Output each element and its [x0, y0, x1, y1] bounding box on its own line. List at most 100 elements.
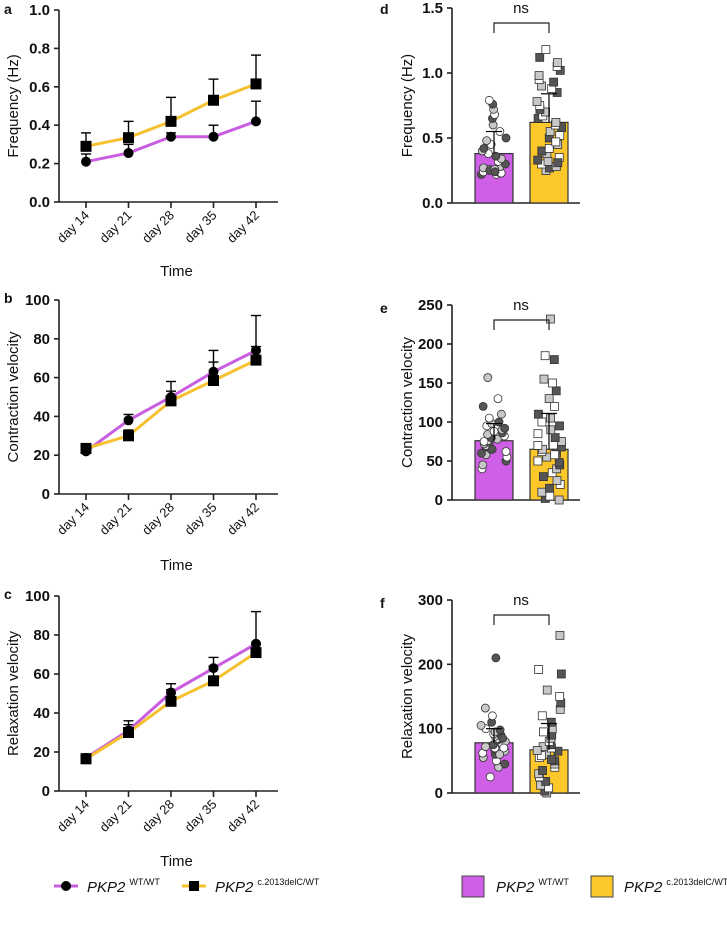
panel-label: a [4, 1, 12, 17]
scatter-point-mut [550, 450, 560, 460]
x-tick-label: day 14 [54, 208, 92, 246]
scatter-point-mut [539, 727, 548, 737]
scatter-point-mut [552, 476, 562, 485]
legend-mut-bar-swatch [590, 875, 614, 898]
y-tick-label: 0.4 [29, 117, 51, 134]
scatter-point-mut [545, 491, 555, 501]
scatter-point-mut [553, 58, 562, 67]
x-tick-label: day 28 [139, 797, 177, 835]
panel-label: e [380, 300, 388, 316]
scatter-point-wt [479, 143, 489, 153]
data-point-mut [250, 647, 262, 659]
x-tick-label: day 42 [224, 208, 262, 246]
data-point-mut [80, 442, 92, 454]
y-tick-label: 40 [33, 408, 50, 425]
x-tick-label: day 14 [54, 500, 92, 538]
x-tick-label: day 21 [96, 797, 134, 835]
panel-e: e 0 50 100 150 200 250 Contraction velocity ns [380, 297, 580, 509]
scatter-point-mut [533, 456, 543, 466]
scatter-point-mut [537, 146, 547, 156]
scatter-point-mut [549, 77, 559, 87]
scatter-point-wt [482, 136, 492, 146]
scatter-point-wt [477, 448, 486, 458]
scatter-point-mut [541, 777, 551, 786]
scatter-point-mut [534, 71, 544, 80]
scatter-point-mut [532, 746, 542, 755]
legend-mut-label: PKP2 c.2013delC/WT [215, 877, 320, 896]
scatter-point-mut [551, 386, 561, 396]
y-axis-label: Contraction velocity [399, 337, 416, 468]
scatter-point-mut [554, 458, 564, 467]
data-point-wt [208, 131, 219, 142]
scatter-point-mut [542, 685, 552, 695]
scatter-point-mut [553, 158, 563, 168]
data-point-wt [208, 663, 219, 674]
significance-label: ns [513, 0, 529, 17]
significance-bracket [493, 319, 550, 330]
scatter-point-mut [555, 630, 565, 640]
y-tick-label: 100 [418, 414, 443, 431]
scatter-point-wt [501, 133, 511, 143]
scatter-point-mut [545, 127, 555, 136]
scatter-point-mut [534, 409, 543, 419]
y-axis-label: Frequency (Hz) [399, 54, 416, 157]
y-tick-label: 60 [33, 666, 50, 683]
y-tick-label: 20 [33, 447, 50, 464]
x-tick-label: day 14 [54, 797, 92, 835]
legend-wt-bar-swatch [461, 875, 485, 898]
scatter-point-mut [555, 692, 565, 701]
y-tick-label: 80 [33, 331, 50, 348]
scatter-point-wt [476, 721, 486, 730]
y-tick-label: 0 [435, 785, 443, 802]
x-tick-label: day 21 [96, 208, 134, 246]
scatter-point-mut [546, 314, 555, 324]
y-tick-label: 1.5 [422, 0, 443, 17]
scatter-point-wt [481, 742, 490, 752]
scatter-point-mut [541, 45, 551, 54]
legend-wt-circle-marker [61, 881, 71, 891]
scatter-point-mut [537, 711, 547, 721]
scatter-point-mut [533, 440, 543, 450]
x-tick-label: day 42 [224, 500, 262, 538]
scatter-point-wt [493, 394, 503, 404]
significance-label: ns [513, 297, 529, 314]
data-point-mut [80, 753, 92, 765]
scatter-point-mut [534, 665, 544, 674]
panel-f: f 0 100 200 300 Relaxation velocity ns [380, 592, 580, 802]
data-point-wt [166, 131, 176, 142]
y-tick-label: 0.2 [29, 156, 50, 173]
scatter-point-wt [500, 423, 510, 433]
scatter-point-wt [491, 151, 501, 161]
x-axis-label: Time [160, 263, 193, 280]
scatter-point-mut [533, 429, 543, 439]
scatter-point-mut [550, 433, 560, 443]
y-axis-label: Contraction velocity [5, 331, 22, 462]
y-tick-label: 150 [418, 375, 443, 392]
scatter-point-mut [545, 483, 554, 493]
legend-line: PKP2 WT/WT PKP2 c.2013delC/WT [54, 877, 320, 896]
scatter-point-wt [501, 447, 511, 457]
x-tick-label: day 28 [139, 500, 177, 538]
y-tick-label: 1.0 [29, 2, 50, 19]
data-point-mut [165, 695, 177, 707]
scatter-point-mut [537, 417, 547, 427]
y-tick-label: 0.0 [29, 194, 50, 211]
scatter-point-wt [499, 743, 509, 753]
data-point-mut [208, 675, 219, 687]
y-tick-label: 0 [435, 492, 443, 509]
data-point-mut [208, 375, 219, 387]
x-tick-label: day 28 [139, 208, 177, 246]
scatter-point-mut [538, 766, 547, 775]
legend-wt-label: PKP2 WT/WT [87, 877, 160, 896]
x-tick-label: day 35 [181, 208, 219, 246]
data-point-mut [208, 94, 219, 106]
x-tick-label: day 42 [224, 797, 262, 835]
legend-bar-mut-label: PKP2 c.2013delC/WT [624, 877, 727, 896]
scatter-point-wt [488, 711, 497, 721]
panel-label: b [4, 290, 13, 306]
scatter-point-wt [483, 373, 493, 382]
scatter-point-mut [537, 487, 547, 497]
